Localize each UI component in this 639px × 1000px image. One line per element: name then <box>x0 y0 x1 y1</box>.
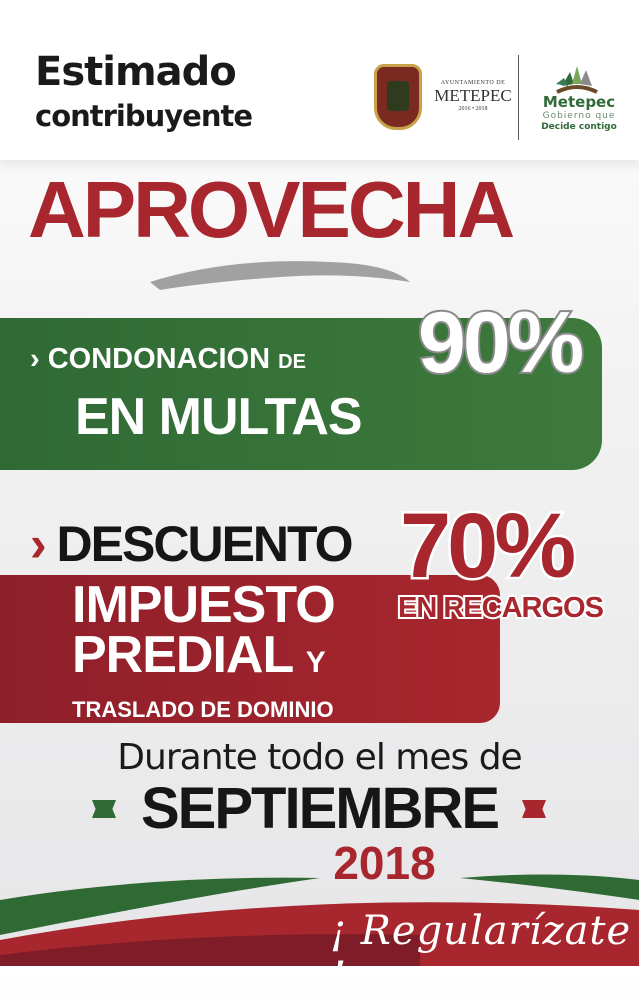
call-to-action: ¡ Regularízate ! <box>330 908 632 1000</box>
greeting-line1: Estimado <box>35 49 237 95</box>
offer1-line2: EN MULTAS <box>75 388 363 446</box>
greeting-line2: contribuyente <box>35 99 253 133</box>
offer2-percent: 70% <box>397 495 578 597</box>
offer2-line2: PREDIAL <box>72 626 293 684</box>
offer2-line1: IMPUESTO <box>72 576 336 634</box>
logo-divider <box>518 55 519 140</box>
bottom-swoosh <box>0 874 639 966</box>
ayuntamiento-name: METEPEC <box>434 86 512 105</box>
offer2-line3: TRASLADO DE DOMINIO <box>72 697 334 722</box>
offer2-title-text: DESCUENTO <box>56 516 354 572</box>
offer2-title: › DESCUENTO <box>30 516 354 572</box>
offer1-line1: › CONDONACION DE <box>30 343 306 378</box>
leaf-logo-icon <box>556 66 598 94</box>
gobierno-line2: Gobierno que <box>542 111 616 121</box>
red-band <box>0 575 500 723</box>
period-month: SEPTIEMBRE <box>140 776 500 841</box>
coat-of-arms-icon <box>374 64 422 130</box>
offer1-condonacion: CONDONACION <box>47 343 271 375</box>
brush-stroke <box>150 261 410 290</box>
ayuntamiento-years: 2016 • 2018 <box>458 106 488 112</box>
gobierno-name: Metepec <box>542 93 616 111</box>
ayuntamiento-small: AYUNTAMIENTO DE <box>440 80 506 86</box>
ayuntamiento-logo: AYUNTAMIENTO DE METEPEC 2016 • 2018 <box>428 79 518 113</box>
period-year: 2018 <box>333 837 436 889</box>
header-band <box>0 0 639 160</box>
green-flag-icon <box>92 800 116 818</box>
offer1-percent: 90% <box>416 295 586 391</box>
offer2-lines: IMPUESTO PREDIAL Y <box>72 576 336 688</box>
offer1-de: DE <box>278 351 306 373</box>
gobierno-logo: Metepec Gobierno que Decide contigo <box>534 94 624 133</box>
red-flag-icon <box>522 800 546 818</box>
green-band <box>0 318 602 470</box>
offer2-sub: EN RECARGOS <box>396 592 606 625</box>
arrow-icon: › <box>30 516 57 572</box>
headline: APROVECHA <box>28 165 515 254</box>
gobierno-line3: Decide contigo <box>541 122 617 132</box>
period-line1: Durante todo el mes de <box>117 737 522 778</box>
offer2-y: Y <box>305 646 326 679</box>
arrow-icon: › <box>30 343 48 375</box>
